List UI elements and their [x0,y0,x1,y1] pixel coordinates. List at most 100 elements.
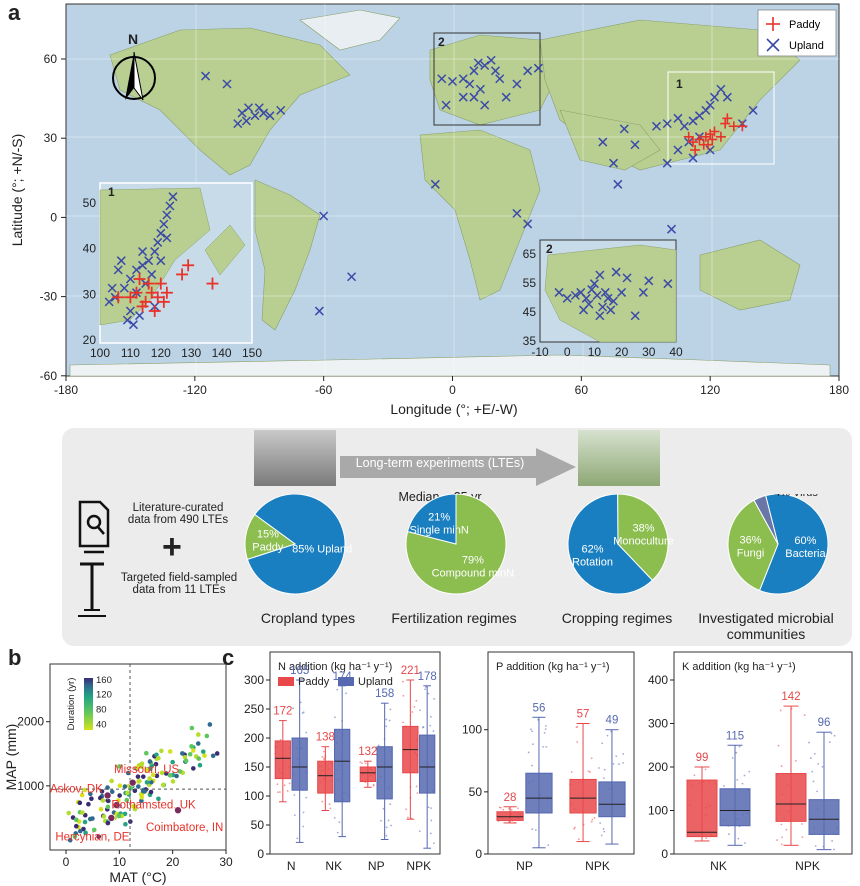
legend-paddy-label: Paddy [789,19,821,31]
c-jitter-point [570,771,573,773]
colorbar-tick: 40 [96,719,107,730]
scatter-point [128,786,134,791]
scatter-point [139,795,145,800]
c-jitter-point [780,843,783,846]
inset-2-label: 2 [546,242,553,256]
c-ytick-label: 0 [475,847,482,861]
c-jitter-point [532,743,534,746]
c-jitter-point [817,763,820,765]
pie-caption-cropping: Cropping regimes [561,610,673,626]
c-box-upland [376,746,393,800]
c-jitter-point [577,838,580,841]
c-jitter-point [728,833,730,836]
scatter-point [77,828,83,834]
c-ytick-label: 200 [244,731,264,745]
scatter-point [82,819,88,825]
boxplot-title: P addition (kg ha⁻¹ y⁻¹) [496,661,610,673]
inset-1-ytick: 50 [83,196,97,210]
scatter-point [147,776,152,781]
c-jitter-point [302,811,305,814]
inset-1-xtick: 120 [151,346,171,360]
c-jitter-point [534,829,537,831]
c-sample-count: 178 [418,671,437,683]
boxplot-title: N addition (kg ha⁻¹ y⁻¹) [278,661,392,673]
upland-marker [237,108,247,118]
c-jitter-point [738,745,741,748]
c-jitter-point [402,721,404,724]
pie-slice-label: 4% Virus [774,494,818,499]
scatter-point [156,755,161,761]
c-jitter-point [279,791,281,793]
upland-marker [201,71,211,81]
site-label: Rothamsted, UK [111,799,196,811]
c-jitter-point [321,800,324,803]
scatter-point [125,770,131,776]
pie-slice [244,513,297,560]
soil-auger-icon [78,562,106,617]
c-box-upland [719,788,751,827]
scatter-point [170,759,175,765]
c-jitter-point [575,726,578,729]
c-jitter-point [544,728,547,731]
upland-marker [722,92,732,102]
c-jitter-point [748,770,751,773]
c-jitter-point [603,830,606,833]
upland-marker [495,74,505,84]
upland-marker [150,247,160,257]
upland-marker [630,311,640,321]
pie-slice-label: 15% [257,529,279,541]
scatter-point [139,798,144,804]
c-jitter-point [731,757,734,759]
upland-marker [595,270,605,280]
region-box-2 [433,32,541,126]
inset-1: 1 [99,182,253,344]
upland-marker [651,121,662,131]
colorbar [84,678,93,730]
upland-marker [147,269,157,279]
inset-1-xtick: 140 [212,346,232,360]
site-label: Coimbatore, IN [146,822,223,834]
c-jitter-point [389,803,392,806]
c-sample-count: 132 [358,746,377,758]
c-jitter-point [590,757,593,760]
c-category-label: NP [368,859,385,873]
c-jitter-point [333,716,336,719]
c-jitter-point [537,718,539,721]
region-box-2-label: 2 [438,35,445,49]
c-jitter-point [338,821,341,824]
c-jitter-point [322,750,325,753]
scatter-point [72,834,78,839]
c-jitter-point [293,794,296,796]
c-box-paddy [317,760,334,794]
scatter-point [149,779,154,785]
scatter-point [91,827,97,833]
scatter-point [100,798,106,803]
legend-upland-marker [766,38,780,52]
upland-marker [144,256,154,266]
map-xlabel: Longitude (°; +E/-W) [390,401,517,417]
c-jitter-point [547,844,550,847]
scatter-point [182,754,188,760]
c-jitter-point [821,765,824,768]
c-jitter-point [402,694,405,697]
legend-upland-label: Upland [789,40,824,52]
c-jitter-point [416,792,419,794]
upland-marker [122,315,132,325]
c-jitter-point [502,808,505,811]
c-jitter-point [427,806,430,809]
upland-marker [688,153,698,163]
c-jitter-point [622,753,625,755]
map-ytick-label: 30 [44,131,58,145]
pie-slice-label: Monoculture [613,536,674,548]
upland-marker [630,140,640,150]
c-jitter-point [530,728,532,731]
c-jitter-point [794,759,797,762]
c-jitter-point [432,730,435,732]
c-box-paddy [496,811,524,821]
upland-marker [116,256,126,266]
scatter-point [88,791,93,797]
c-jitter-point [517,807,519,810]
literature-source-text: Literature-curated data from 490 LTEs [127,502,229,526]
c-jitter-point [288,782,291,785]
site-label: Askov, DK [50,783,103,795]
